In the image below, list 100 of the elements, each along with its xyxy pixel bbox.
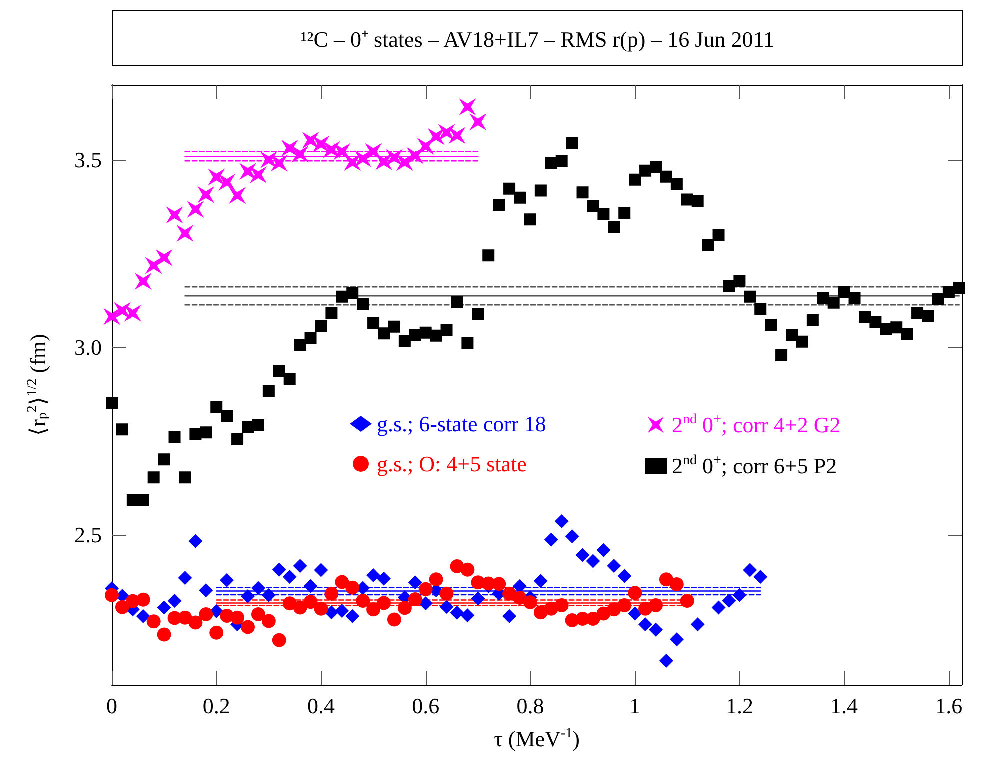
x-tick-label: 0.2 bbox=[202, 694, 230, 718]
point bbox=[460, 562, 475, 577]
legend-label: g.s.; O: 4+5 state bbox=[377, 452, 527, 476]
point bbox=[145, 257, 162, 274]
point bbox=[210, 626, 224, 640]
point bbox=[166, 206, 184, 224]
legend-label: g.s.; 6-state corr 18 bbox=[377, 412, 546, 436]
point bbox=[136, 609, 150, 624]
point bbox=[218, 174, 236, 191]
point bbox=[428, 128, 445, 146]
point bbox=[554, 514, 569, 528]
point bbox=[628, 606, 642, 621]
point bbox=[220, 573, 234, 588]
point bbox=[398, 601, 412, 616]
point bbox=[586, 554, 600, 568]
point bbox=[638, 618, 653, 632]
point bbox=[396, 154, 414, 172]
x-tick-label: 0.4 bbox=[307, 694, 335, 718]
point bbox=[323, 141, 340, 158]
point bbox=[596, 543, 611, 558]
point bbox=[324, 586, 339, 601]
point bbox=[176, 225, 194, 242]
point bbox=[408, 592, 422, 606]
point bbox=[304, 595, 318, 610]
point bbox=[272, 562, 286, 577]
point bbox=[649, 598, 663, 612]
point bbox=[314, 602, 328, 616]
point bbox=[314, 563, 328, 578]
point bbox=[134, 273, 152, 290]
point bbox=[492, 577, 506, 592]
point bbox=[377, 596, 391, 610]
point bbox=[754, 570, 768, 584]
point bbox=[270, 154, 288, 172]
y-tick-label: 2.5 bbox=[74, 522, 102, 548]
point bbox=[304, 579, 318, 594]
point bbox=[114, 302, 131, 320]
point bbox=[743, 563, 758, 578]
point bbox=[607, 559, 622, 574]
y-tick-label: 3.5 bbox=[74, 148, 102, 172]
point bbox=[366, 568, 381, 582]
y-tick-label: 3.0 bbox=[74, 335, 102, 360]
point bbox=[450, 606, 464, 620]
point bbox=[178, 571, 192, 586]
point bbox=[281, 140, 298, 157]
y-axis-title: ⟨rp2⟩1/2 (fm) bbox=[26, 334, 50, 436]
point bbox=[670, 578, 684, 592]
chart-title: ¹²C – 0⁺ states – AV18+IL7 – RMS r(p) – 16 Jun 2011 bbox=[112, 10, 963, 66]
point bbox=[105, 588, 119, 602]
point bbox=[377, 572, 391, 586]
point bbox=[365, 143, 382, 160]
point bbox=[178, 610, 192, 625]
point bbox=[208, 168, 226, 186]
point bbox=[459, 98, 476, 116]
point bbox=[241, 620, 255, 634]
point bbox=[229, 187, 246, 204]
point bbox=[513, 591, 527, 605]
point bbox=[136, 592, 150, 607]
point bbox=[386, 149, 403, 166]
point bbox=[198, 186, 215, 204]
point bbox=[649, 622, 663, 637]
point bbox=[356, 594, 370, 608]
point bbox=[429, 572, 444, 587]
point bbox=[554, 598, 569, 612]
point bbox=[187, 201, 204, 218]
point bbox=[440, 586, 454, 601]
point bbox=[260, 152, 278, 168]
point bbox=[156, 249, 173, 266]
point bbox=[188, 616, 203, 630]
point bbox=[722, 594, 736, 608]
point bbox=[471, 592, 486, 606]
x-tick-label: 0.6 bbox=[412, 694, 440, 718]
point bbox=[586, 612, 600, 626]
point bbox=[199, 584, 214, 598]
point bbox=[272, 633, 286, 648]
point bbox=[659, 654, 674, 668]
point bbox=[712, 600, 726, 615]
point bbox=[251, 581, 266, 596]
point bbox=[335, 604, 350, 618]
point bbox=[157, 600, 172, 615]
point bbox=[346, 609, 360, 624]
point bbox=[366, 602, 381, 617]
x-tick-label: 1.4 bbox=[830, 694, 858, 718]
point bbox=[293, 559, 308, 574]
point bbox=[470, 114, 487, 131]
point bbox=[354, 150, 372, 168]
point bbox=[418, 582, 433, 596]
point bbox=[670, 632, 684, 647]
point bbox=[680, 594, 694, 608]
point bbox=[628, 586, 642, 600]
point bbox=[251, 608, 266, 622]
point bbox=[312, 136, 330, 153]
point bbox=[230, 610, 245, 625]
point bbox=[448, 127, 466, 144]
x-tick-label: 0.8 bbox=[516, 694, 544, 718]
point bbox=[408, 576, 422, 590]
point bbox=[565, 530, 580, 544]
point bbox=[346, 580, 360, 595]
point bbox=[168, 594, 182, 608]
point bbox=[440, 600, 454, 614]
point bbox=[146, 614, 161, 629]
